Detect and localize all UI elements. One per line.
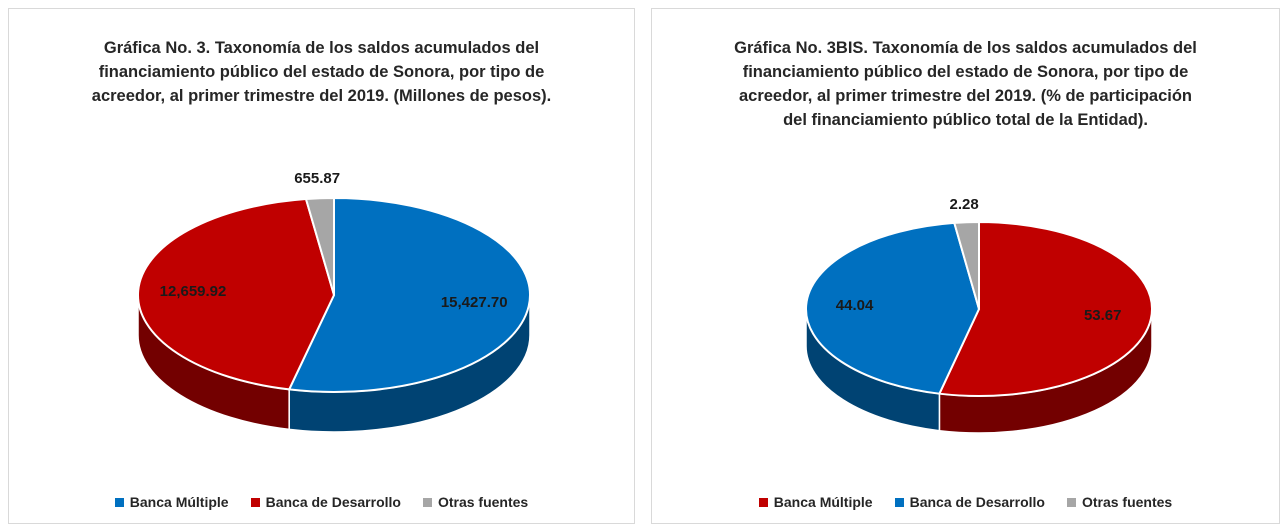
- legend-swatch: [1066, 497, 1076, 507]
- pie-slice: [805, 221, 981, 395]
- legend-label: Banca Múltiple: [129, 494, 229, 510]
- legend-label: Banca de Desarrollo: [909, 494, 1045, 510]
- legend-item: Banca de Desarrollo: [250, 494, 401, 510]
- data-label: 44.04: [836, 297, 874, 314]
- legend-label: Otras fuentes: [437, 494, 529, 510]
- legend: Banca Múltiple Banca de Desarrollo Otras f…: [651, 494, 1280, 510]
- legend-item: Banca de Desarrollo: [894, 494, 1045, 510]
- data-label: 12,659.92: [160, 283, 227, 300]
- legend-swatch: [250, 497, 260, 507]
- legend-swatch: [114, 497, 124, 507]
- data-label: 655.87: [294, 170, 340, 187]
- pie-tops: [805, 220, 1153, 397]
- legend-item: Otras fuentes: [1066, 494, 1173, 510]
- chart-panel: [8, 8, 635, 524]
- data-label: 15,427.70: [441, 294, 508, 311]
- data-label: 2.28: [950, 196, 979, 213]
- legend-item: Otras fuentes: [422, 494, 529, 510]
- legend-item: Banca Múltiple: [114, 494, 229, 510]
- legend-label: Banca de Desarrollo: [265, 494, 401, 510]
- pie-labels: 15,427.70 12,659.92 655.87: [160, 170, 508, 311]
- pie-labels: 53.67 44.04 2.28: [836, 196, 1122, 324]
- legend-swatch: [894, 497, 904, 507]
- data-label: 53.67: [1084, 307, 1122, 324]
- legend-label: Banca Múltiple: [773, 494, 873, 510]
- pie-slice: [937, 220, 1153, 397]
- chart-panel: [651, 8, 1280, 524]
- legend-swatch: [422, 497, 432, 507]
- legend-item: Banca Múltiple: [758, 494, 873, 510]
- legend-label: Otras fuentes: [1081, 494, 1173, 510]
- legend: Banca Múltiple Banca de Desarrollo Otras f…: [8, 494, 635, 510]
- pie-tops: [137, 196, 531, 393]
- chart-title: Gráfica No. 3BIS. Taxonomía de los saldo…: [734, 39, 1197, 129]
- pie-slice: [287, 196, 531, 393]
- chart-title: Gráfica No. 3. Taxonomía de los saldos a…: [91, 39, 552, 105]
- pie-slice: [304, 196, 335, 296]
- pie-slice: [952, 220, 980, 310]
- legend-swatch: [758, 497, 768, 507]
- pie-slice: [137, 197, 336, 391]
